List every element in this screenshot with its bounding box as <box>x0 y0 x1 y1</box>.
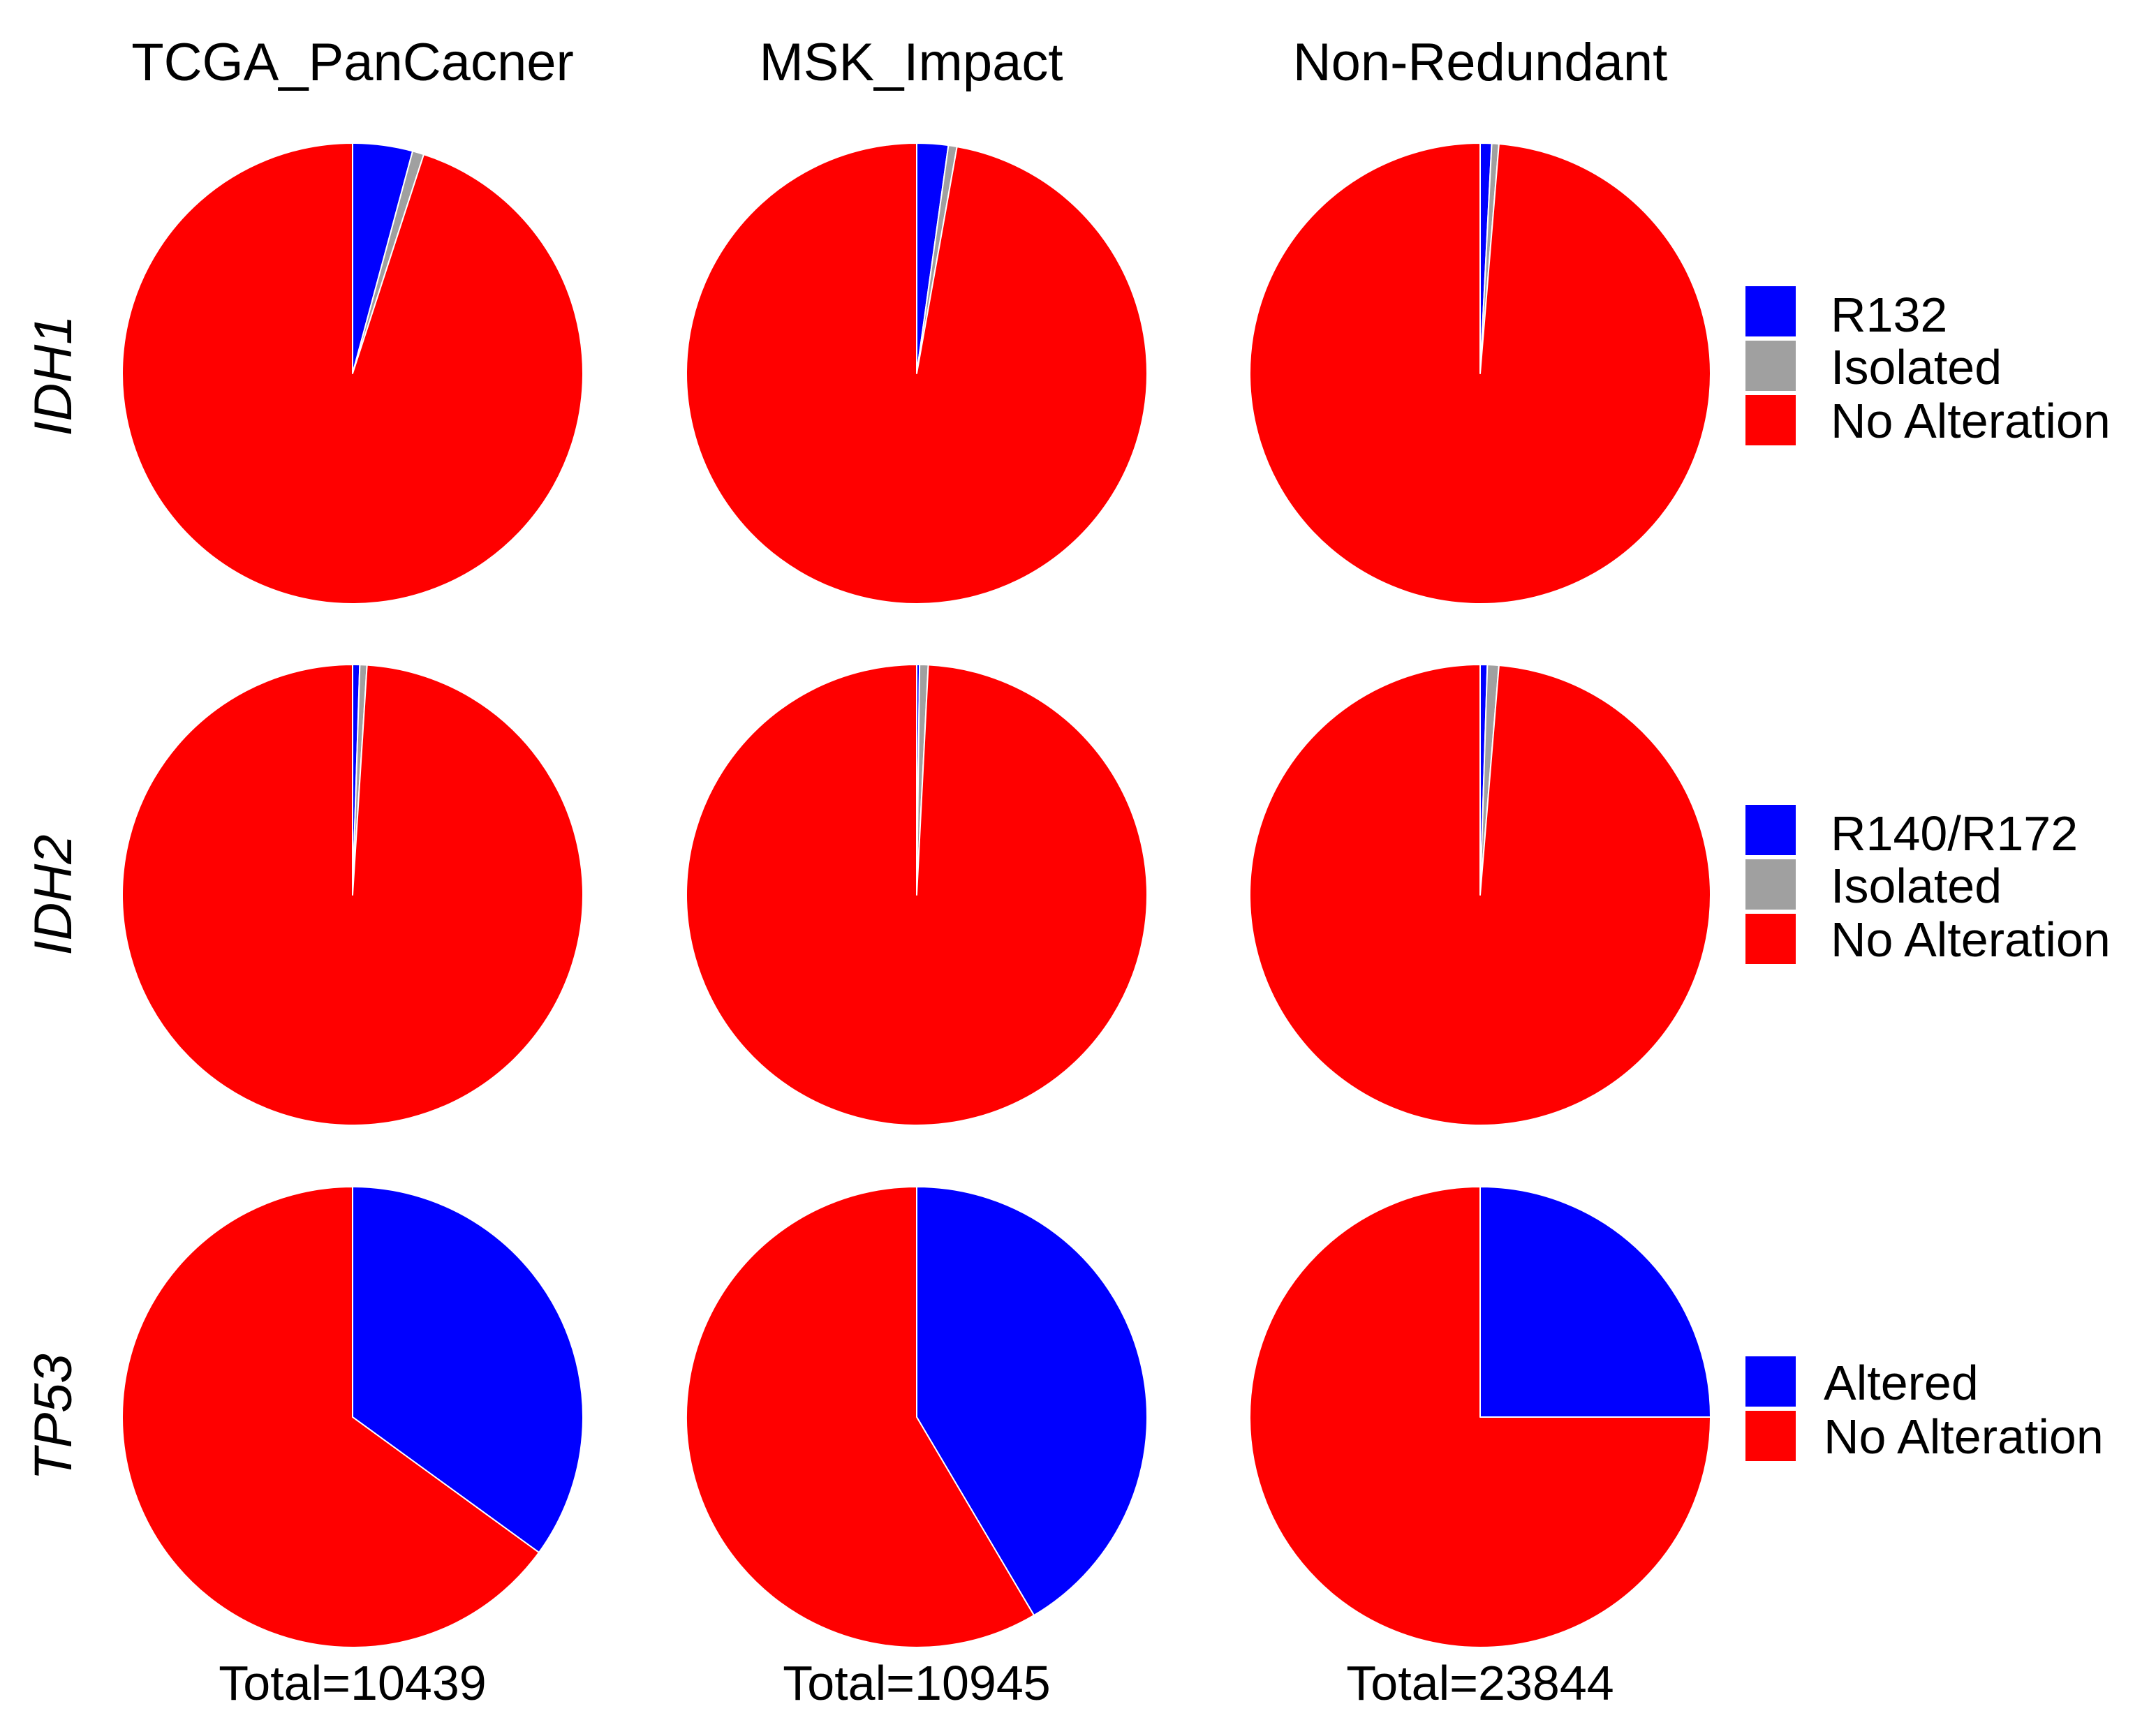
pie-slice-altered <box>352 1186 584 1553</box>
legend-label: No Alteration <box>1831 394 2111 448</box>
legend-label: R140/R172 <box>1831 806 2078 861</box>
legend-label: R132 <box>1831 288 1947 342</box>
row-label-tp53: TP53 <box>24 1354 83 1481</box>
legend-swatch <box>1745 859 1796 910</box>
legend-idh2: R140/R172 Isolated No Alteration <box>1745 805 2111 967</box>
column-title-tcga: TCGA_PanCacner <box>131 33 574 92</box>
column-title-non-redundant: Non-Redundant <box>1293 33 1668 92</box>
legend-swatch <box>1745 286 1796 336</box>
pie-slice-no-alteration <box>1249 664 1711 1126</box>
legend-tp53: Altered No Alteration <box>1745 1356 2104 1464</box>
pie-slice-no-alteration <box>686 1186 1035 1648</box>
legend-label: No Alteration <box>1831 912 2111 967</box>
legend-label: Isolated <box>1831 859 2002 913</box>
total-label-tcga: Total=10439 <box>219 1656 486 1710</box>
legend-label: Isolated <box>1831 340 2002 394</box>
pie-slice-no-alteration <box>1249 1186 1711 1648</box>
legend-swatch <box>1745 395 1796 445</box>
pie-slice-no-alteration <box>121 1186 540 1648</box>
legend-swatch <box>1745 805 1796 855</box>
pie-slice-no-alteration <box>1249 142 1711 605</box>
pie-slice-altered <box>1479 1186 1711 1418</box>
legend-swatch <box>1745 914 1796 964</box>
legend-swatch <box>1745 341 1796 391</box>
pies-group <box>121 142 1711 1648</box>
pie-slice-no-alteration <box>121 664 584 1126</box>
legend-label: Altered <box>1824 1356 1979 1410</box>
legend-swatch <box>1745 1356 1796 1407</box>
pie-slice-altered <box>916 1186 1148 1617</box>
legend-idh1: R132 Isolated No Alteration <box>1745 286 2111 448</box>
total-label-non-redundant: Total=23844 <box>1346 1656 1614 1710</box>
legend-label: No Alteration <box>1824 1409 2104 1464</box>
column-title-msk: MSK_Impact <box>759 33 1063 92</box>
pie-slice-no-alteration <box>121 142 584 605</box>
pie-slice-no-alteration <box>686 664 1148 1126</box>
total-label-msk: Total=10945 <box>783 1656 1050 1710</box>
row-label-idh1: IDH1 <box>24 315 83 436</box>
legend-swatch <box>1745 1411 1796 1461</box>
row-label-idh2: IDH2 <box>24 834 83 955</box>
pie-slice-no-alteration <box>686 142 1148 605</box>
